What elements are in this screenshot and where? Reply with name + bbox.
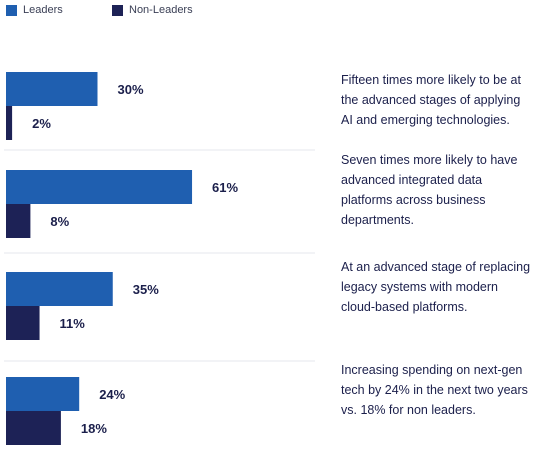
data-label-leaders-2: 61% [212,180,238,195]
data-label-leaders-1: 30% [118,82,144,97]
data-label-non-leaders-1: 2% [32,116,51,131]
data-label-leaders-4: 24% [99,387,125,402]
data-label-non-leaders-4: 18% [81,421,107,436]
legend-label-leaders: Leaders [23,4,63,16]
category-description-2: Seven times more likely to have advanced… [341,153,518,227]
data-label-non-leaders-2: 8% [50,214,69,229]
legend-item-leaders: Leaders [6,4,63,16]
bar-non-leaders-4 [6,411,61,445]
data-label-non-leaders-3: 11% [60,316,86,331]
bar-non-leaders-3 [6,306,40,340]
bar-non-leaders-1 [6,106,13,140]
category-description-3: At an advanced stage of replacing legacy… [341,260,531,314]
legend-swatch-leaders [6,4,17,16]
bar-leaders-3 [6,272,113,306]
legend-label-non-leaders: Non-Leaders [129,4,193,16]
legend-item-non-leaders: Non-Leaders [112,4,193,16]
category-description-4: Increasing spending on next-gen tech by … [341,363,528,417]
category-description-1: Fifteen times more likely to be at the a… [341,73,521,127]
legend-swatch-non-leaders [112,4,123,16]
bar-non-leaders-2 [6,204,31,238]
bar-leaders-4 [6,377,80,411]
bar-leaders-2 [6,170,193,204]
data-label-leaders-3: 35% [133,282,159,297]
bar-leaders-1 [6,72,98,106]
legend: Leaders Non-Leaders [0,0,535,20]
